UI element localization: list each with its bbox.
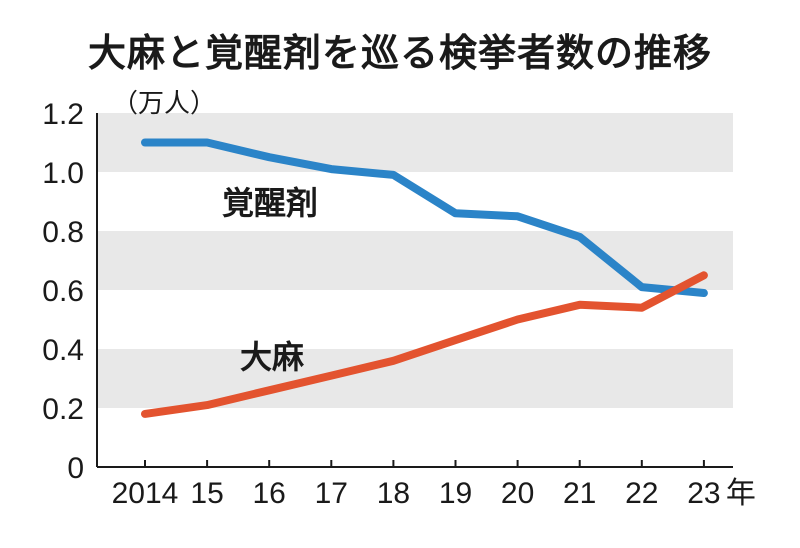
y-tick-labels: 0 0.2 0.4 0.6 0.8 1.0 1.2 [42, 98, 84, 485]
background-bands [97, 113, 733, 408]
series-line-0 [141, 138, 708, 297]
background-band-0 [97, 349, 733, 408]
y-tick-label: 0.6 [42, 275, 84, 308]
y-tick-label: 1.2 [42, 98, 84, 131]
chart-title: 大麻と覚醒剤を巡る検挙者数の推移 [87, 31, 712, 75]
y-axis-unit: （万人） [112, 89, 216, 119]
axes [96, 113, 733, 468]
x-tick-label: 15 [190, 477, 223, 510]
y-tick-label: 0.2 [42, 393, 84, 426]
y-tick-label: 0 [67, 452, 84, 485]
series-line-1 [141, 271, 708, 418]
series-label-stimulants: 覚醒剤 [222, 184, 318, 222]
x-tick-label: 17 [315, 477, 348, 510]
x-axis-suffix: 年 [726, 477, 756, 510]
y-tick-label: 1.0 [42, 157, 84, 190]
x-tick-label: 16 [253, 477, 286, 510]
series-lines [141, 138, 708, 418]
x-tick-label: 22 [625, 477, 658, 510]
x-tick-label: 23 [687, 477, 720, 510]
x-tick-label: 2014 [112, 477, 179, 510]
y-tick-label: 0.4 [42, 334, 84, 367]
y-tick-label: 0.8 [42, 216, 84, 249]
series-label-cannabis: 大麻 [240, 338, 305, 376]
x-tick-label: 19 [439, 477, 472, 510]
x-tick-label: 18 [377, 477, 410, 510]
x-tick-label: 20 [501, 477, 534, 510]
x-tick-labels: 2014 15 16 17 18 19 20 21 22 23 年 [112, 477, 756, 510]
x-tick-label: 21 [563, 477, 596, 510]
